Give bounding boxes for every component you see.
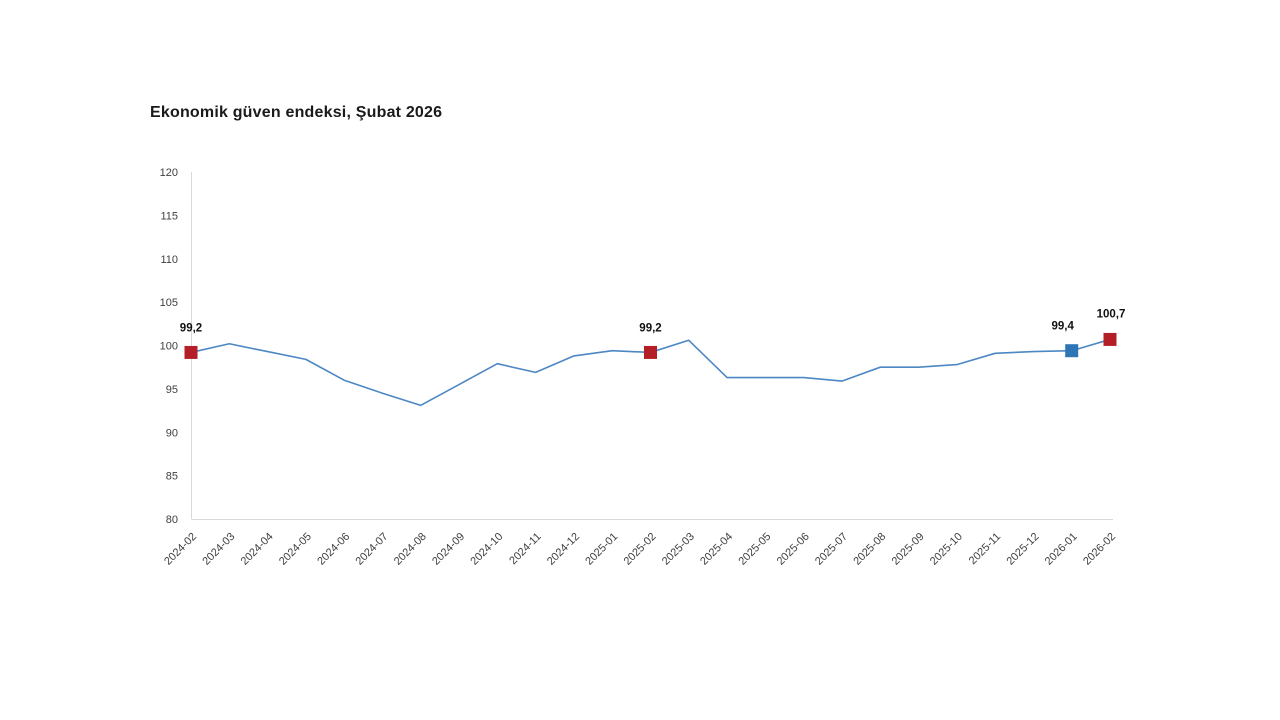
y-axis-tick-label: 100 xyxy=(160,341,178,353)
x-axis-tick-label: 2025-03 xyxy=(660,531,697,568)
x-axis-tick-label: 2025-10 xyxy=(928,531,965,568)
x-axis-tick-label: 2024-11 xyxy=(507,531,543,567)
highlight-marker xyxy=(644,345,657,359)
x-axis-tick-label: 2025-02 xyxy=(622,531,659,568)
x-axis-tick-label: 2024-07 xyxy=(354,531,391,568)
x-axis-tick-label: 2025-09 xyxy=(890,531,927,568)
data-point-label: 99,2 xyxy=(639,322,661,334)
x-axis-tick-label: 2025-07 xyxy=(813,531,850,568)
y-axis-tick-label: 110 xyxy=(160,254,178,266)
y-axis-tick-label: 120 xyxy=(160,167,178,179)
x-axis-tick-label: 2024-04 xyxy=(239,531,276,568)
chart-title: Ekonomik güven endeksi, Şubat 2026 xyxy=(150,104,443,121)
highlight-marker xyxy=(184,345,198,359)
x-axis-tick-label: 2025-12 xyxy=(1005,531,1042,568)
y-axis-tick-label: 80 xyxy=(166,514,178,526)
data-point-label: 99,2 xyxy=(180,322,202,334)
data-point-label: 99,4 xyxy=(1052,321,1075,333)
x-axis-tick-label: 2024-12 xyxy=(545,531,582,568)
x-axis-tick-label: 2025-05 xyxy=(736,531,773,568)
x-axis-tick-label: 2024-06 xyxy=(315,531,352,568)
highlight-marker xyxy=(1103,332,1117,346)
y-axis-tick-label: 115 xyxy=(160,210,178,222)
y-axis-tick-label: 105 xyxy=(160,297,178,309)
x-axis-tick-label: 2025-01 xyxy=(583,531,620,568)
x-axis-tick-label: 2024-03 xyxy=(200,531,237,568)
data-point-label: 100,7 xyxy=(1097,308,1126,320)
highlight-marker xyxy=(1065,344,1079,358)
x-axis-tick-label: 2024-09 xyxy=(430,531,467,568)
x-axis-tick-label: 2025-08 xyxy=(851,531,888,568)
x-axis-tick-label: 2025-11 xyxy=(967,531,1003,567)
x-axis-tick-label: 2025-06 xyxy=(775,531,812,568)
x-axis-tick-label: 2026-02 xyxy=(1081,531,1118,568)
x-axis-tick-label: 2026-01 xyxy=(1043,531,1080,568)
y-axis-tick-label: 90 xyxy=(166,427,178,439)
y-axis-tick-label: 95 xyxy=(166,384,178,396)
x-axis-tick-label: 2024-10 xyxy=(468,531,505,568)
x-axis-tick-label: 2025-04 xyxy=(698,531,735,568)
x-axis-tick-label: 2024-02 xyxy=(162,531,199,568)
y-axis-tick-label: 85 xyxy=(166,471,178,483)
x-axis-tick-label: 2024-05 xyxy=(277,531,314,568)
x-axis-tick-label: 2024-08 xyxy=(392,531,429,568)
